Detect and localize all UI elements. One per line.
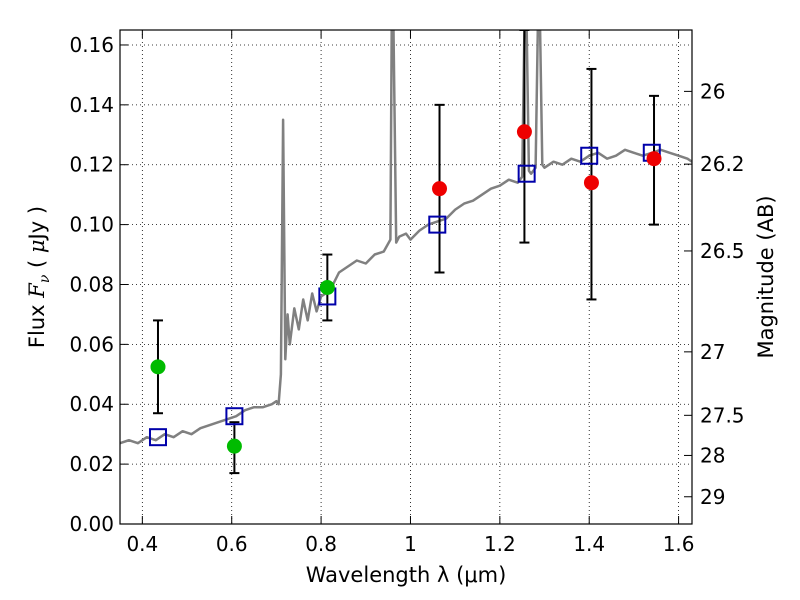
observed-flux-point <box>432 181 448 197</box>
model-flux-square <box>517 164 536 183</box>
model-flux-square <box>428 215 447 234</box>
right-axis-label: Magnitude (AB) <box>754 195 778 358</box>
right-tick-label: 28 <box>700 443 725 467</box>
model-flux-square <box>580 146 599 165</box>
observed-flux-point <box>150 359 166 375</box>
model-flux-square <box>148 428 167 447</box>
y-tick-label: 0.02 <box>69 452 114 476</box>
x-tick-label: 0.8 <box>305 532 337 556</box>
y-tick-label: 0.16 <box>69 33 114 57</box>
observed-flux-point <box>583 175 599 191</box>
observed-flux-point <box>226 438 242 454</box>
x-tick-label: 1.6 <box>663 532 695 556</box>
y-tick-label: 0.12 <box>69 153 114 177</box>
y-tick-label: 0.08 <box>69 272 114 296</box>
right-tick-label: 27.5 <box>700 403 745 427</box>
y-tick-label: 0.10 <box>69 213 114 237</box>
y-tick-label: 0.06 <box>69 332 114 356</box>
right-tick-label: 29 <box>700 485 725 509</box>
x-tick-label: 1.2 <box>484 532 516 556</box>
sed-model-line <box>120 30 692 445</box>
x-tick-label: 1 <box>404 532 417 556</box>
x-tick-label: 0.4 <box>126 532 158 556</box>
plot-frame <box>119 29 693 525</box>
right-tick-label: 26.2 <box>700 152 745 176</box>
observed-flux-point <box>646 151 662 167</box>
y-tick-label: 0.00 <box>69 512 114 536</box>
right-tick-label: 26.5 <box>700 239 745 263</box>
series-layer <box>120 30 692 475</box>
axis-ticks: 0.4 0.6 0.8 1 1.2 1.4 1.6 0.00 0.02 0.04 0.06 0.08 0… <box>69 30 745 556</box>
plot-background <box>120 30 692 524</box>
x-axis-label: Wavelength λ (μm) <box>306 563 507 587</box>
y-tick-label: 0.04 <box>69 392 114 416</box>
observed-flux-point <box>516 124 532 140</box>
right-tick-label: 26 <box>700 79 725 103</box>
model-flux-square <box>225 407 244 426</box>
y-tick-label: 0.14 <box>69 93 114 117</box>
y-axis-label: Flux Fν ( μJy ) <box>25 206 53 348</box>
right-tick-label: 27 <box>700 340 725 364</box>
x-tick-label: 1.4 <box>573 532 605 556</box>
x-tick-label: 0.6 <box>216 532 248 556</box>
observed-flux-point <box>319 279 335 295</box>
